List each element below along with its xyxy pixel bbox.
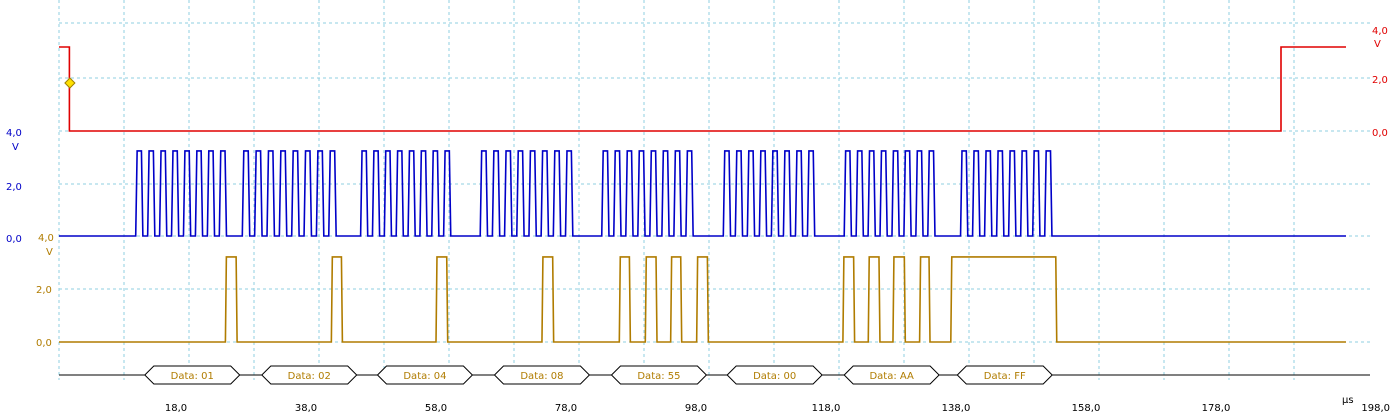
decode-frame[interactable] bbox=[956, 365, 1053, 385]
waveform-traces bbox=[59, 46, 1346, 343]
x-tick-label: 18,0 bbox=[165, 403, 187, 413]
x-tick-label: 58,0 bbox=[425, 403, 447, 413]
decode-frame[interactable] bbox=[376, 365, 474, 385]
gold-channel-axis: 4,0 V 2,0 0,0 bbox=[36, 233, 54, 349]
decode-frame-label: Data: 02 bbox=[288, 371, 331, 382]
red-axis-mid-label: 2,0 bbox=[1372, 75, 1388, 86]
decode-frame[interactable] bbox=[726, 365, 823, 385]
gold-axis-zero-label: 0,0 bbox=[36, 338, 52, 349]
decode-frame[interactable] bbox=[610, 365, 708, 385]
blue-axis-top-label: 4,0 bbox=[6, 128, 22, 139]
blue-channel-trace bbox=[59, 150, 1346, 237]
decode-frame-label: Data: AA bbox=[869, 371, 914, 382]
red-axis-unit-label: V bbox=[1374, 39, 1381, 50]
x-tick-label: 38,0 bbox=[295, 403, 317, 413]
trigger-marker-icon[interactable] bbox=[64, 77, 76, 89]
decode-frame-label: Data: 01 bbox=[171, 371, 214, 382]
x-tick-label: 118,0 bbox=[812, 403, 841, 413]
gold-axis-unit-label: V bbox=[46, 247, 53, 258]
red-channel-axis: 4,0 V 2,0 0,0 bbox=[1372, 26, 1388, 139]
blue-channel-axis: 4,0 V 2,0 0,0 bbox=[6, 128, 22, 245]
decode-frame-label: Data: 55 bbox=[637, 371, 680, 382]
x-tick-label: 178,0 bbox=[1202, 403, 1231, 413]
gold-channel-trace bbox=[59, 256, 1346, 343]
decode-frame[interactable] bbox=[843, 365, 940, 385]
blue-axis-zero-label: 0,0 bbox=[6, 234, 22, 245]
x-axis-unit-label: µs bbox=[1342, 395, 1354, 406]
blue-axis-unit-label: V bbox=[12, 142, 19, 153]
decode-frame[interactable] bbox=[144, 365, 241, 385]
red-axis-top-label: 4,0 bbox=[1372, 26, 1388, 37]
decode-frame-label: Data: 04 bbox=[403, 371, 446, 382]
decode-frame-label: Data: 08 bbox=[520, 371, 563, 382]
x-tick-label: 198,0 bbox=[1361, 403, 1390, 413]
gold-axis-top-label: 4,0 bbox=[38, 233, 54, 244]
red-axis-zero-label: 0,0 bbox=[1372, 128, 1388, 139]
red-channel-trace bbox=[59, 46, 1346, 132]
x-tick-label: 78,0 bbox=[555, 403, 577, 413]
decode-frame[interactable] bbox=[261, 365, 358, 385]
x-tick-label: 138,0 bbox=[942, 403, 971, 413]
x-axis-tick-labels: 18,0 38,0 58,0 78,0 98,0 118,0 138,0 158,0 178,0… bbox=[165, 403, 1390, 413]
gold-axis-mid-label: 2,0 bbox=[36, 285, 52, 296]
blue-axis-mid-label: 2,0 bbox=[6, 182, 22, 193]
x-tick-label: 98,0 bbox=[685, 403, 707, 413]
decode-frame[interactable] bbox=[493, 365, 591, 385]
x-tick-label: 158,0 bbox=[1072, 403, 1101, 413]
decode-bus: Data: 01 Data: 02 Data: 04 Data: 08 Data: 55… bbox=[59, 365, 1370, 385]
decode-frame-label: Data: 00 bbox=[753, 371, 796, 382]
decode-frame-label: Data: FF bbox=[984, 371, 1026, 382]
